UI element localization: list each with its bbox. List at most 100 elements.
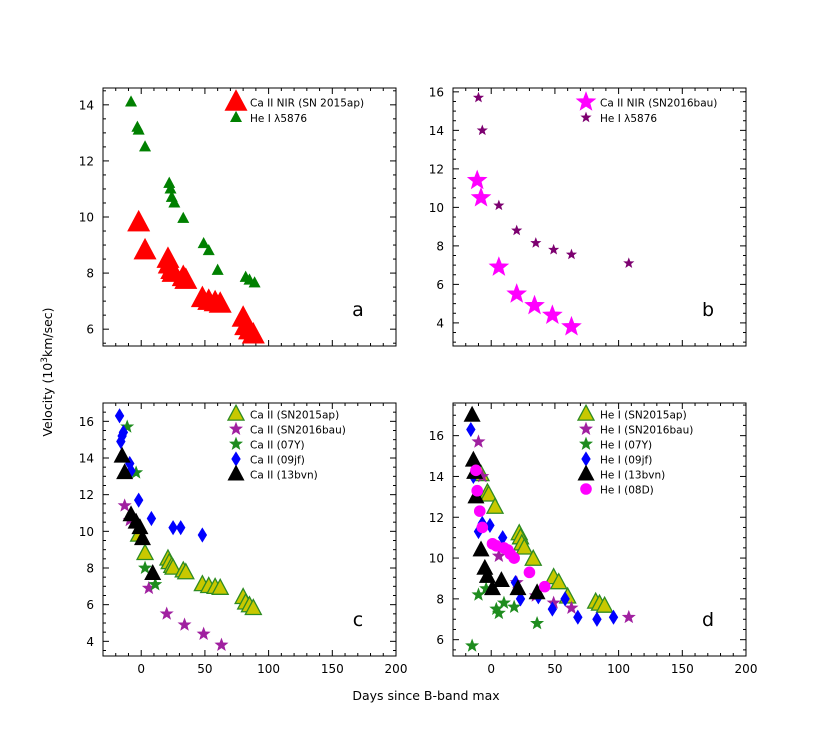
x-tick-label: 200 — [735, 662, 758, 676]
data-point — [523, 566, 536, 579]
data-point — [196, 626, 211, 640]
x-tick-label: 0 — [137, 662, 145, 676]
x-axis-title: Days since B-band max — [352, 688, 499, 703]
series-6 — [470, 464, 551, 593]
legend-marker — [224, 89, 248, 111]
data-point — [530, 237, 542, 248]
data-point — [472, 540, 490, 557]
legend-marker — [229, 421, 243, 435]
series-3 — [465, 581, 545, 652]
data-point — [485, 496, 505, 514]
legend-label: Ca II (07Y) — [250, 440, 305, 452]
legend-label: He I (08D) — [600, 485, 654, 497]
data-point — [174, 267, 198, 289]
data-point — [244, 598, 263, 616]
y-axis-title-superscript: 3 — [40, 357, 50, 363]
x-tick-label: 200 — [385, 662, 408, 676]
data-point — [208, 291, 232, 313]
y-tick-label: 16 — [79, 415, 94, 429]
y-tick-label: 8 — [436, 592, 444, 606]
data-point — [564, 600, 579, 615]
y-tick-label: 6 — [436, 278, 444, 292]
legend-marker — [231, 451, 241, 467]
data-point — [515, 591, 526, 607]
data-point — [241, 322, 265, 344]
legend-marker — [579, 421, 593, 435]
series-5 — [113, 446, 162, 580]
data-point — [595, 595, 614, 613]
data-point — [471, 484, 484, 497]
data-point — [132, 123, 145, 135]
y-tick-label: 14 — [79, 98, 94, 112]
legend-label: Ca II NIR (SN 2015ap) — [250, 98, 364, 110]
panel-letter: b — [702, 299, 714, 321]
x-tick-label: 100 — [257, 662, 280, 676]
data-point — [511, 224, 523, 236]
data-point — [483, 579, 501, 596]
data-point — [470, 464, 482, 477]
panel-letter: a — [352, 299, 364, 321]
legend: Ca II (SN2015ap) Ca II (SN2016bau) Ca II (… — [226, 403, 346, 482]
y-tick-label: 6 — [86, 323, 94, 337]
data-point — [211, 263, 224, 275]
y-tick-label: 12 — [79, 488, 94, 502]
legend: Ca II NIR (SN2016bau) He I λ5876 — [575, 91, 717, 125]
data-point — [496, 595, 511, 609]
data-point — [528, 583, 546, 600]
x-tick-label: 50 — [197, 662, 212, 676]
data-point — [135, 543, 155, 561]
data-point — [491, 548, 506, 562]
data-point — [139, 140, 152, 152]
data-point — [538, 580, 551, 593]
y-tick-label: 6 — [436, 633, 444, 647]
data-point — [146, 510, 157, 527]
data-point — [168, 520, 178, 536]
data-point — [524, 294, 545, 315]
legend-marker — [227, 464, 245, 481]
y-tick-label: 16 — [429, 85, 444, 99]
y-tick-label: 16 — [429, 429, 444, 443]
y-tick-label: 12 — [429, 511, 444, 525]
data-point — [464, 450, 482, 467]
series-1 — [129, 524, 263, 616]
legend-marker — [575, 91, 597, 111]
data-point — [465, 638, 480, 652]
legend-label: He I (SN2015ap) — [600, 410, 687, 422]
data-point — [168, 196, 181, 208]
data-point — [488, 256, 510, 276]
series-3 — [120, 419, 163, 591]
data-point — [463, 405, 481, 422]
data-point — [116, 463, 134, 480]
legend-label: He I (07Y) — [600, 440, 652, 452]
data-point — [561, 315, 582, 336]
data-point — [114, 408, 125, 424]
data-point — [466, 169, 488, 190]
data-point — [472, 91, 485, 103]
data-point — [549, 572, 568, 590]
data-point — [573, 609, 583, 625]
data-point — [202, 243, 215, 256]
data-point — [120, 419, 135, 433]
data-point — [176, 562, 195, 580]
data-point — [548, 243, 560, 255]
y-tick-label: 4 — [86, 635, 94, 649]
y-tick-label: 10 — [429, 552, 444, 566]
series-2 — [125, 95, 261, 288]
panel-letter: d — [702, 609, 714, 631]
panel-b: 4 6 8 10 12 14 16 Ca II NIR (SN2016bau) He I λ58… — [429, 85, 747, 347]
data-point — [144, 564, 162, 580]
data-point — [530, 615, 545, 630]
y-tick-label: 8 — [86, 267, 94, 281]
data-point — [138, 560, 153, 574]
legend-label: He I (SN2016bau) — [600, 425, 693, 437]
legend-marker — [580, 111, 592, 123]
data-point — [176, 520, 186, 536]
legend-label: He I λ5876 — [600, 113, 657, 125]
data-point — [133, 529, 151, 546]
y-tick-label: 14 — [429, 470, 444, 484]
y-axis-title: Velocity (103km/sec) — [40, 307, 55, 436]
y-tick-label: 14 — [429, 124, 444, 138]
legend-label: Ca II (SN2015ap) — [250, 410, 339, 422]
data-point — [473, 505, 486, 517]
